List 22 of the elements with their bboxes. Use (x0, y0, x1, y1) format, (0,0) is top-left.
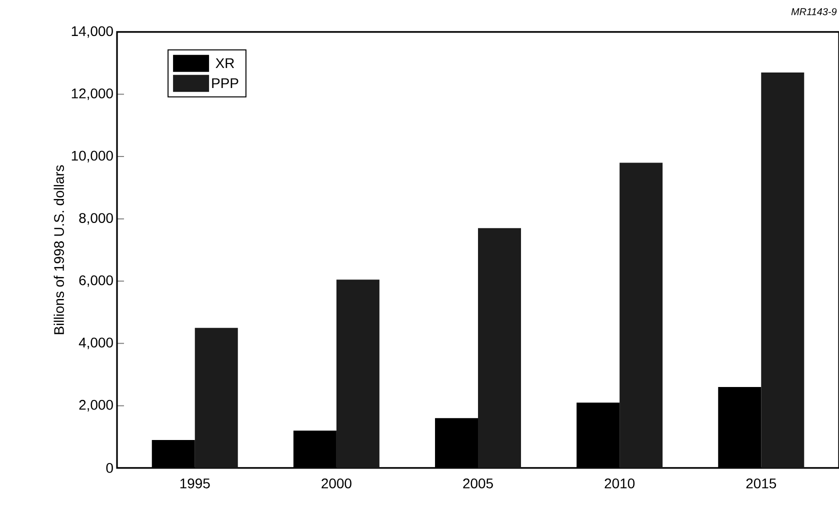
y-tick-label: 4,000 (78, 338, 113, 350)
y-axis-title: Billions of 1998 U.S. dollars (54, 165, 64, 334)
y-tick-label: 12,000 (72, 88, 113, 100)
y-tick-label: 0 (106, 463, 113, 473)
y-tick-label: 10,000 (72, 150, 113, 162)
bar (194, 328, 238, 468)
x-tick-label: 2010 (604, 478, 635, 488)
y-tick-label: 8,000 (79, 213, 113, 225)
x-tick-label: 2005 (463, 478, 493, 488)
x-tick-label: 2015 (746, 478, 776, 488)
bar (478, 228, 522, 468)
y-tick-label: 6,000 (79, 275, 113, 287)
y-tick-label: 2,000 (79, 400, 113, 412)
x-tick-label: 1995 (180, 478, 210, 488)
y-tick-label: 14,000 (72, 26, 113, 38)
x-tick-label: 2000 (322, 478, 352, 488)
legend-label: XR (216, 58, 234, 68)
bar (336, 280, 380, 468)
bar (620, 162, 663, 468)
legend-label: PPP (212, 78, 238, 88)
text: MR1143-9 (791, 8, 837, 16)
bar (761, 72, 804, 468)
